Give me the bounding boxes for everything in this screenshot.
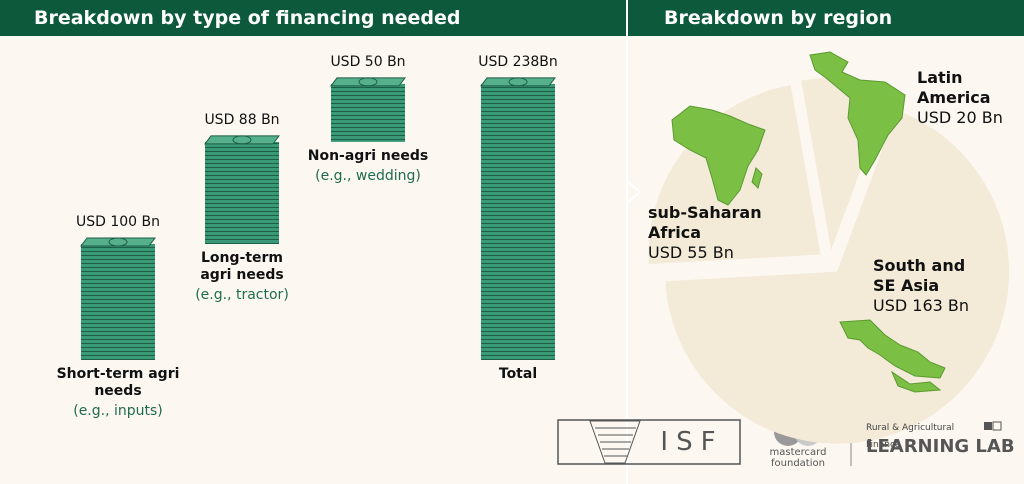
bill-top [204, 135, 280, 145]
isf-box [557, 419, 741, 465]
bill-seal [108, 237, 128, 247]
arrow [625, 179, 642, 205]
slice-category: Latin America [917, 68, 991, 107]
lab-title: LEARNING LAB [866, 436, 1015, 457]
slice-label: Latin America USD 20 Bn [917, 68, 1007, 128]
category-label: Long-term agri needs [200, 250, 284, 283]
lab-subtitle: Rural & Agricultural Finance [866, 423, 955, 450]
category-note: (e.g., tractor) [195, 287, 289, 303]
slice-label: sub-Saharan Africa USD 55 Bn [648, 203, 818, 263]
slice-value: USD 20 Bn [917, 108, 1003, 127]
chart-title: Breakdown by type of financing needed [0, 0, 626, 36]
lab-icon [992, 421, 1002, 431]
category-label: Non-agri needs [307, 147, 429, 164]
value-label: USD 100 Bn [75, 214, 160, 230]
category-label: Total [498, 366, 538, 382]
bill-top [80, 237, 156, 247]
slice-value: USD 163 Bn [873, 296, 970, 315]
isf-logo: ISF [557, 419, 741, 465]
isf-stripes [595, 427, 636, 457]
slice-category: South and SE Asia [873, 256, 966, 295]
region-maps [671, 51, 946, 393]
lab-icon [984, 422, 992, 430]
map-latin-america [809, 51, 906, 176]
value-label: USD 50 Bn [330, 53, 406, 70]
map-madagascar [751, 167, 763, 189]
value-label: USD 238Bn [478, 53, 558, 70]
category-label: Short-term agri needs [56, 366, 180, 399]
bill-stack [481, 83, 555, 361]
bill-seal [232, 135, 252, 145]
category-label-group: Long-term agri needs (e.g., tractor) [157, 250, 327, 304]
category-note: (e.g., wedding) [315, 167, 421, 184]
isf-text: ISF [660, 427, 723, 457]
bill-top [480, 77, 556, 87]
category-label-group: Short-term agri needs (e.g., inputs) [33, 366, 203, 420]
bill-stack [205, 141, 279, 244]
value-label: USD 88 Bn [204, 111, 280, 128]
category-note: (e.g., inputs) [73, 403, 163, 419]
isf-mark [589, 420, 641, 464]
category-label-group: Non-agri needs (e.g., wedding) [283, 148, 453, 185]
chart-title: Breakdown by region [628, 0, 1024, 36]
bill-top [330, 77, 406, 87]
map-south-asia [839, 319, 946, 379]
bill-seal [358, 77, 378, 87]
slice-category: sub-Saharan Africa [648, 203, 762, 242]
foundation-text: mastercard foundation [769, 447, 827, 469]
bill-stack [81, 244, 155, 360]
category-label-group: Total [433, 366, 603, 383]
bill-stack [331, 83, 405, 142]
map-africa [671, 105, 766, 206]
slice-value: USD 55 Bn [648, 243, 734, 262]
slice-label: South and SE Asia USD 163 Bn [873, 256, 973, 316]
map-islands [890, 370, 942, 393]
bill-seal [508, 77, 528, 87]
